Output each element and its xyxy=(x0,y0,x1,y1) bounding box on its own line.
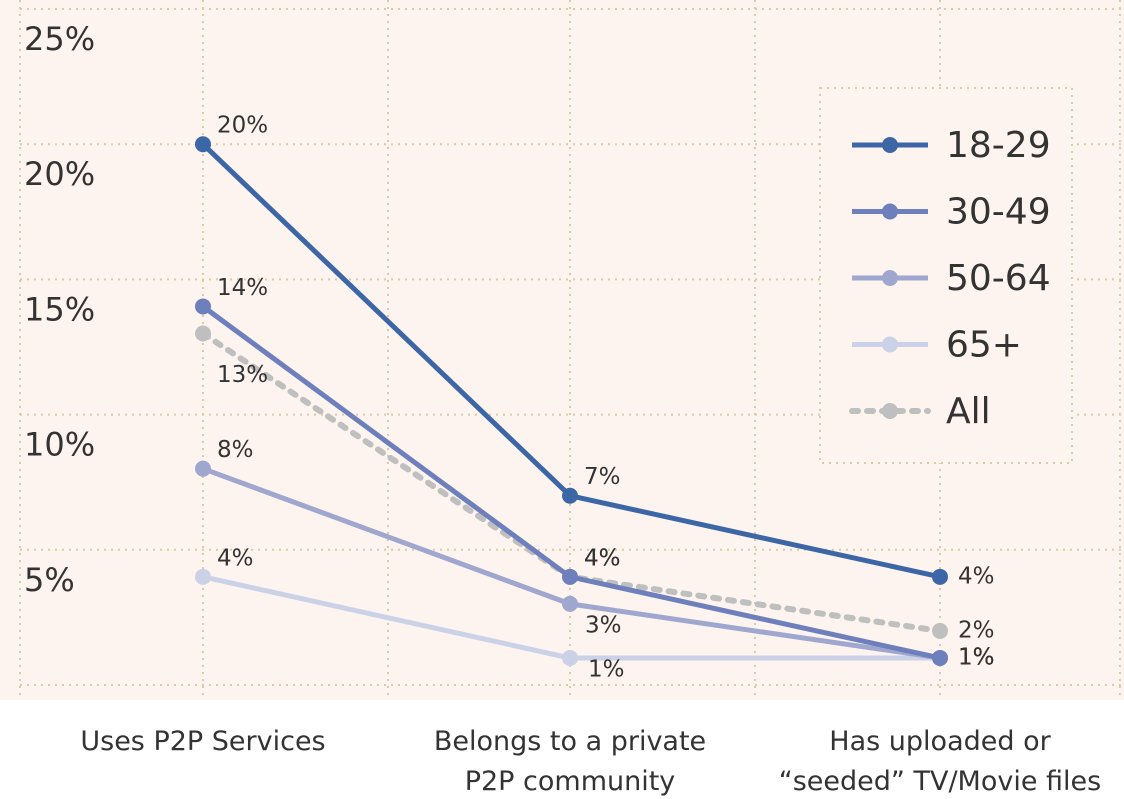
legend-marker xyxy=(882,336,898,353)
point xyxy=(195,325,211,342)
x-tick-label: Uses P2P Services xyxy=(80,726,326,757)
point xyxy=(562,487,578,504)
legend-label: 65+ xyxy=(946,325,1022,366)
data-label: 8% xyxy=(217,437,254,463)
legend-marker xyxy=(882,403,898,419)
data-label: 20% xyxy=(217,113,268,139)
data-label: 4% xyxy=(217,545,254,571)
y-tick-label: 20% xyxy=(24,155,95,193)
legend-marker xyxy=(882,203,898,220)
point xyxy=(562,568,578,585)
data-label: 2% xyxy=(958,617,995,643)
y-tick-label: 5% xyxy=(24,561,75,599)
data-label: 4% xyxy=(584,545,621,571)
legend-marker xyxy=(882,270,898,286)
data-label: 3% xyxy=(585,612,622,638)
data-label: 13% xyxy=(217,362,268,388)
legend-label: 18-29 xyxy=(946,125,1051,166)
point xyxy=(932,649,948,666)
y-tick-label: 25% xyxy=(24,20,95,58)
x-tick-label: Has uploaded or “seeded” TV/Movie files xyxy=(778,726,1102,797)
data-label: 4% xyxy=(958,563,995,589)
point xyxy=(195,298,211,315)
x-tick-label: Belongs to a private P2P community xyxy=(433,726,707,797)
data-label: 4% xyxy=(584,545,621,571)
point xyxy=(195,568,211,585)
y-tick-label: 10% xyxy=(24,426,95,464)
data-label: 1% xyxy=(588,656,625,682)
legend-label: 30-49 xyxy=(946,192,1051,233)
legend: 18-29 30-49 50-64 65+ All xyxy=(819,87,1073,464)
data-label: 7% xyxy=(584,464,621,490)
point xyxy=(932,568,948,585)
point xyxy=(562,649,578,666)
data-label: 1% xyxy=(958,644,995,670)
legend-label: All xyxy=(946,391,991,432)
point xyxy=(195,460,211,477)
data-label: 1% xyxy=(958,644,995,670)
legend-label: 50-64 xyxy=(946,258,1051,299)
point xyxy=(562,595,578,612)
point xyxy=(195,136,211,153)
legend-marker xyxy=(882,137,898,153)
point xyxy=(932,622,948,639)
data-label: 14% xyxy=(217,275,268,301)
y-tick-label: 15% xyxy=(24,290,95,328)
data-label: 1% xyxy=(958,644,995,670)
